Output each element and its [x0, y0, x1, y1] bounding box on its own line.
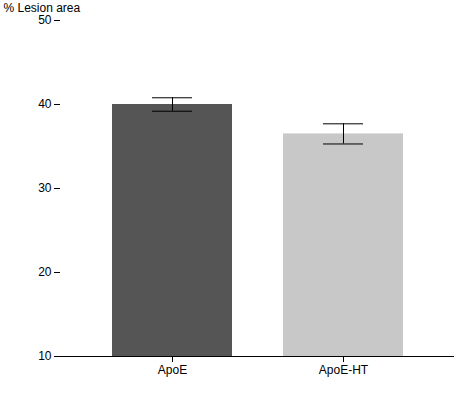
svg-text:% Lesion area: % Lesion area: [4, 1, 81, 15]
svg-text:ApoE: ApoE: [158, 363, 187, 377]
svg-text:30: 30: [38, 181, 52, 195]
svg-text:10: 10: [38, 349, 52, 363]
svg-text:20: 20: [38, 265, 52, 279]
svg-text:40: 40: [38, 97, 52, 111]
svg-text:50: 50: [38, 13, 52, 27]
svg-text:ApoE-HT: ApoE-HT: [319, 363, 369, 377]
